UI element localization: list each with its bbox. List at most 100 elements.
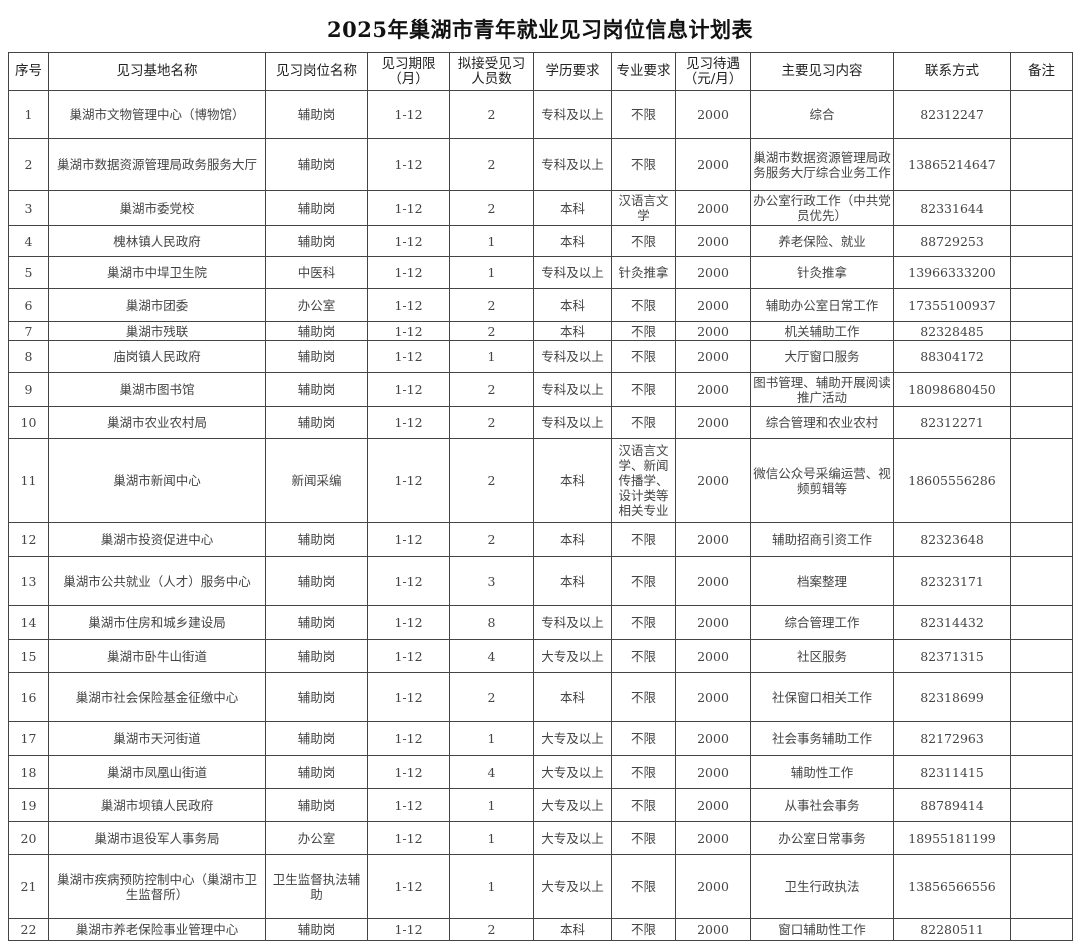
cell-stipend: 2000 xyxy=(675,438,751,523)
cell-education: 本科 xyxy=(533,556,612,606)
cell-remarks xyxy=(1010,821,1073,855)
table-row: 1 巢湖市文物管理中心（博物馆） 辅助岗 1-12 2 专科及以上 不限 2000 综合 8231… xyxy=(8,90,1073,139)
table-row: 3 巢湖市委党校 辅助岗 1-12 2 本科 汉语言文学 2000 办公室行政工作（中共党员优先… xyxy=(8,190,1073,226)
cell-content: 卫生行政执法 xyxy=(750,854,894,919)
cell-education: 大专及以上 xyxy=(533,755,612,789)
header-base-name: 见习基地名称 xyxy=(48,52,266,91)
cell-period: 1-12 xyxy=(367,605,450,640)
cell-base-name: 巢湖市养老保险事业管理中心 xyxy=(48,918,266,941)
cell-remarks xyxy=(1010,556,1073,606)
cell-base-name: 巢湖市图书馆 xyxy=(48,372,266,407)
cell-index: 6 xyxy=(8,288,49,322)
cell-education: 专科及以上 xyxy=(533,406,612,439)
table-row: 11 巢湖市新闻中心 新闻采编 1-12 2 本科 汉语言文学、新闻传播学、设计类等相关专业… xyxy=(8,438,1073,523)
cell-index: 1 xyxy=(8,90,49,139)
cell-remarks xyxy=(1010,90,1073,139)
cell-education: 专科及以上 xyxy=(533,605,612,640)
cell-remarks xyxy=(1010,372,1073,407)
cell-content: 辅助办公室日常工作 xyxy=(750,288,894,322)
cell-stipend: 2000 xyxy=(675,918,751,941)
cell-education: 大专及以上 xyxy=(533,721,612,756)
cell-headcount: 2 xyxy=(449,190,534,226)
cell-stipend: 2000 xyxy=(675,605,751,640)
header-row: 序号 见习基地名称 见习岗位名称 见习期限（月） 拟接受见习人员数 学历要求 专业要求 见习待… xyxy=(8,52,1073,91)
cell-major: 不限 xyxy=(611,755,676,789)
cell-period: 1-12 xyxy=(367,672,450,722)
cell-headcount: 2 xyxy=(449,406,534,439)
cell-period: 1-12 xyxy=(367,854,450,919)
cell-headcount: 2 xyxy=(449,522,534,557)
cell-base-name: 巢湖市残联 xyxy=(48,321,266,341)
cell-education: 本科 xyxy=(533,522,612,557)
cell-content: 办公室行政工作（中共党员优先） xyxy=(750,190,894,226)
cell-period: 1-12 xyxy=(367,288,450,322)
cell-base-name: 巢湖市天河街道 xyxy=(48,721,266,756)
cell-period: 1-12 xyxy=(367,755,450,789)
cell-remarks xyxy=(1010,225,1073,257)
table-row: 22 巢湖市养老保险事业管理中心 辅助岗 1-12 2 本科 不限 2000 窗口辅助性工作 82… xyxy=(8,918,1073,941)
cell-education: 本科 xyxy=(533,225,612,257)
cell-contact: 82323171 xyxy=(893,556,1011,606)
cell-major: 不限 xyxy=(611,854,676,919)
cell-stipend: 2000 xyxy=(675,138,751,191)
table-row: 6 巢湖市团委 办公室 1-12 2 本科 不限 2000 辅助办公室日常工作 173551009… xyxy=(8,288,1073,322)
cell-remarks xyxy=(1010,755,1073,789)
cell-period: 1-12 xyxy=(367,522,450,557)
table-row: 15 巢湖市卧牛山街道 辅助岗 1-12 4 大专及以上 不限 2000 社区服务 8237131… xyxy=(8,639,1073,673)
cell-stipend: 2000 xyxy=(675,190,751,226)
cell-position: 辅助岗 xyxy=(265,605,368,640)
cell-content: 综合 xyxy=(750,90,894,139)
cell-content: 办公室日常事务 xyxy=(750,821,894,855)
cell-major: 不限 xyxy=(611,225,676,257)
table-row: 2 巢湖市数据资源管理局政务服务大厅 辅助岗 1-12 2 专科及以上 不限 2000 巢湖市数… xyxy=(8,138,1073,191)
cell-headcount: 1 xyxy=(449,225,534,257)
cell-position: 辅助岗 xyxy=(265,190,368,226)
cell-index: 5 xyxy=(8,256,49,289)
cell-remarks xyxy=(1010,918,1073,941)
cell-major: 不限 xyxy=(611,556,676,606)
cell-stipend: 2000 xyxy=(675,321,751,341)
cell-period: 1-12 xyxy=(367,321,450,341)
table-row: 12 巢湖市投资促进中心 辅助岗 1-12 2 本科 不限 2000 辅助招商引资工作 82323… xyxy=(8,522,1073,557)
cell-base-name: 巢湖市退役军人事务局 xyxy=(48,821,266,855)
cell-base-name: 巢湖市农业农村局 xyxy=(48,406,266,439)
cell-position: 辅助岗 xyxy=(265,522,368,557)
cell-position: 办公室 xyxy=(265,288,368,322)
cell-base-name: 巢湖市数据资源管理局政务服务大厅 xyxy=(48,138,266,191)
cell-major: 不限 xyxy=(611,639,676,673)
cell-contact: 82318699 xyxy=(893,672,1011,722)
cell-base-name: 巢湖市团委 xyxy=(48,288,266,322)
cell-position: 辅助岗 xyxy=(265,225,368,257)
cell-headcount: 2 xyxy=(449,321,534,341)
cell-remarks xyxy=(1010,321,1073,341)
cell-contact: 82331644 xyxy=(893,190,1011,226)
cell-major: 不限 xyxy=(611,340,676,373)
cell-base-name: 巢湖市投资促进中心 xyxy=(48,522,266,557)
cell-major: 不限 xyxy=(611,918,676,941)
cell-major: 不限 xyxy=(611,672,676,722)
cell-headcount: 2 xyxy=(449,372,534,407)
header-content: 主要见习内容 xyxy=(750,52,894,91)
cell-headcount: 1 xyxy=(449,721,534,756)
cell-period: 1-12 xyxy=(367,821,450,855)
cell-contact: 82172963 xyxy=(893,721,1011,756)
cell-contact: 82371315 xyxy=(893,639,1011,673)
table-row: 18 巢湖市凤凰山街道 辅助岗 1-12 4 大专及以上 不限 2000 辅助性工作 823114… xyxy=(8,755,1073,789)
cell-headcount: 2 xyxy=(449,138,534,191)
cell-remarks xyxy=(1010,190,1073,226)
cell-period: 1-12 xyxy=(367,721,450,756)
cell-major: 不限 xyxy=(611,522,676,557)
cell-stipend: 2000 xyxy=(675,340,751,373)
cell-base-name: 巢湖市凤凰山街道 xyxy=(48,755,266,789)
table-row: 13 巢湖市公共就业（人才）服务中心 辅助岗 1-12 3 本科 不限 2000 档案整理 823… xyxy=(8,556,1073,606)
cell-contact: 88304172 xyxy=(893,340,1011,373)
cell-base-name: 巢湖市新闻中心 xyxy=(48,438,266,523)
cell-base-name: 巢湖市委党校 xyxy=(48,190,266,226)
cell-position: 辅助岗 xyxy=(265,406,368,439)
cell-education: 大专及以上 xyxy=(533,854,612,919)
cell-headcount: 1 xyxy=(449,854,534,919)
cell-period: 1-12 xyxy=(367,138,450,191)
cell-position: 办公室 xyxy=(265,821,368,855)
cell-content: 养老保险、就业 xyxy=(750,225,894,257)
cell-index: 12 xyxy=(8,522,49,557)
